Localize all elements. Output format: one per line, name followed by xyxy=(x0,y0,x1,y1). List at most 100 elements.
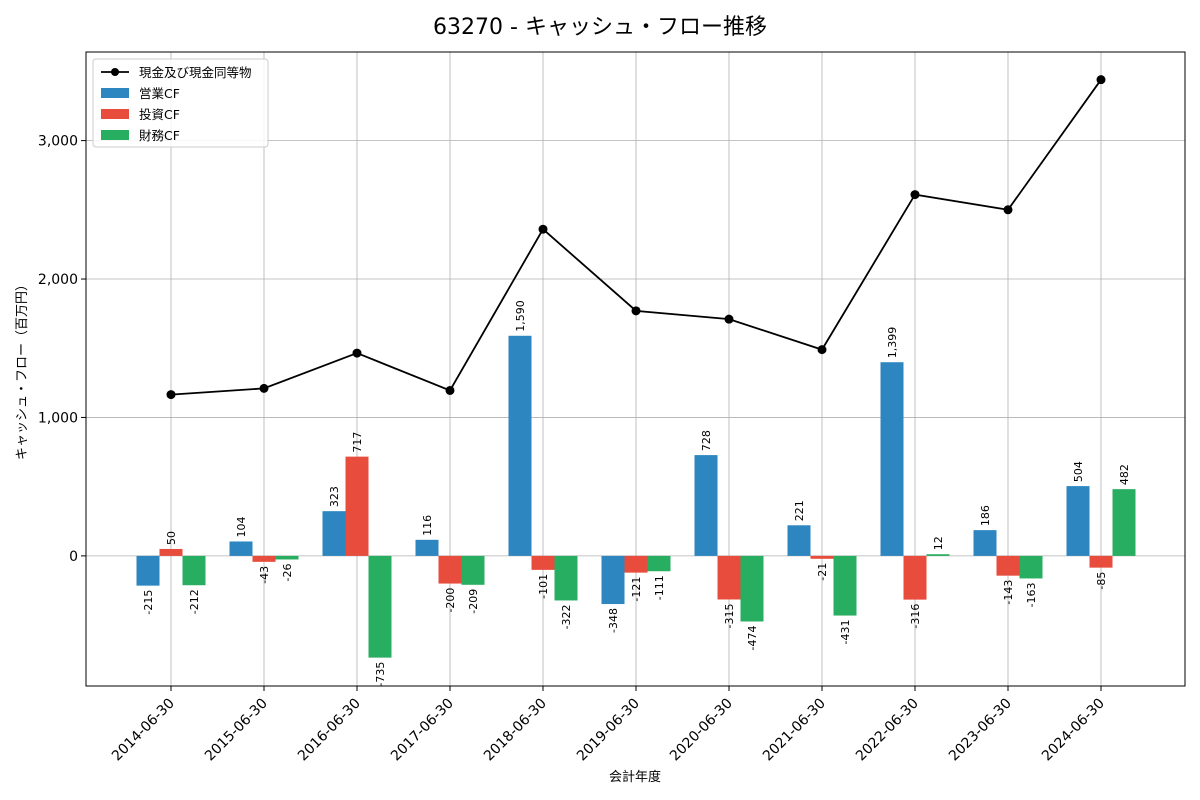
bar xyxy=(182,555,206,586)
bar xyxy=(1089,555,1113,568)
legend-marker xyxy=(111,68,119,76)
x-tick-label: 2020-06-30 xyxy=(667,696,736,765)
legend-frame xyxy=(92,58,269,148)
bar xyxy=(1066,486,1090,556)
cash-point xyxy=(445,385,455,395)
data-label: -431 xyxy=(839,620,852,645)
data-label: -200 xyxy=(444,588,457,613)
bar xyxy=(810,555,834,559)
bar xyxy=(694,455,718,556)
bar xyxy=(275,555,299,560)
data-label: -111 xyxy=(653,575,666,600)
bar xyxy=(531,555,555,570)
data-label: -26 xyxy=(281,563,294,581)
x-tick-label: 2021-06-30 xyxy=(760,696,829,765)
data-label: 221 xyxy=(793,500,806,521)
legend-bar-swatch xyxy=(101,88,129,98)
bar xyxy=(554,555,578,601)
data-label: -163 xyxy=(1025,582,1038,607)
data-label: 504 xyxy=(1072,461,1085,482)
cash-point xyxy=(1096,75,1106,85)
legend-bar-swatch xyxy=(101,109,129,119)
y-axis-label: キャッシュ・フロー（百万円） xyxy=(15,278,30,460)
x-tick-label: 2022-06-30 xyxy=(853,696,922,765)
bar xyxy=(787,525,811,556)
data-label: 1,399 xyxy=(886,327,899,359)
data-label: -315 xyxy=(723,603,736,628)
data-label: -215 xyxy=(142,590,155,615)
x-tick-label: 2023-06-30 xyxy=(946,696,1015,765)
legend-bar-swatch xyxy=(101,130,129,140)
bar xyxy=(624,555,648,573)
legend-entry: 財務CF xyxy=(139,128,180,143)
data-label: 1,590 xyxy=(514,300,527,332)
data-label: -735 xyxy=(374,662,387,687)
data-label: -316 xyxy=(909,604,922,629)
x-axis-ticks: 2014-06-30 2015-06-30 2016-06-30 2017-06-30… xyxy=(109,686,1108,764)
bar xyxy=(647,555,671,572)
data-label: -21 xyxy=(816,563,829,581)
y-tick-label: 1,000 xyxy=(38,410,78,426)
x-tick-label: 2019-06-30 xyxy=(574,696,643,765)
data-label: 482 xyxy=(1118,464,1131,485)
data-label: -348 xyxy=(607,608,620,633)
x-tick-label: 2014-06-30 xyxy=(109,696,178,765)
cash-point xyxy=(1003,205,1013,215)
bar xyxy=(438,555,462,584)
bar xyxy=(345,456,369,556)
x-tick-label: 2024-06-30 xyxy=(1039,696,1108,765)
bar xyxy=(926,554,950,556)
y-axis-ticks: 0 1,000 2,000 3,000 xyxy=(38,134,86,565)
data-label: 323 xyxy=(328,486,341,507)
cash-point xyxy=(259,383,269,393)
cash-line-series xyxy=(166,75,1106,400)
data-label: 728 xyxy=(700,430,713,451)
bar xyxy=(1112,489,1136,556)
x-tick-label: 2018-06-30 xyxy=(481,696,550,765)
bar xyxy=(368,555,392,658)
data-label: 717 xyxy=(351,432,364,453)
bar xyxy=(461,555,485,585)
bar xyxy=(740,555,764,622)
bar xyxy=(415,539,439,556)
bar xyxy=(601,555,625,605)
bar xyxy=(508,335,532,556)
y-tick-label: 0 xyxy=(69,549,78,565)
cash-point xyxy=(352,348,362,358)
data-labels: -215 104 323 116 1,590 -348 728 221 1,399 186 504 5… xyxy=(142,300,1131,686)
data-label: -474 xyxy=(746,625,759,650)
legend-entry: 営業CF xyxy=(139,86,180,101)
data-label: -121 xyxy=(630,577,643,602)
x-tick-label: 2017-06-30 xyxy=(388,696,457,765)
cash-point xyxy=(910,190,920,200)
data-label: 50 xyxy=(165,531,178,545)
bar xyxy=(159,548,183,556)
cash-point xyxy=(817,345,827,355)
data-label: 116 xyxy=(421,515,434,536)
chart-title: 63270 - キャッシュ・フロー推移 xyxy=(433,15,767,40)
cash-point xyxy=(724,314,734,324)
bar xyxy=(903,555,927,600)
data-label: -209 xyxy=(467,589,480,614)
legend-entry: 投資CF xyxy=(139,107,180,122)
bar xyxy=(229,541,253,556)
x-tick-label: 2016-06-30 xyxy=(295,696,364,765)
data-label: -143 xyxy=(1002,580,1015,605)
data-label: 104 xyxy=(235,516,248,537)
bar xyxy=(1019,555,1043,579)
y-tick-label: 2,000 xyxy=(38,272,78,288)
data-label: 12 xyxy=(932,536,945,550)
cash-point xyxy=(631,306,641,316)
bar xyxy=(973,530,997,556)
data-label: -212 xyxy=(188,589,201,614)
bar xyxy=(717,555,741,600)
bar-series-group xyxy=(136,335,1136,658)
data-label: -101 xyxy=(537,574,550,599)
cash-point xyxy=(166,390,176,400)
bar xyxy=(252,555,276,562)
data-label: -322 xyxy=(560,604,573,629)
cash-point xyxy=(538,224,548,234)
bar xyxy=(996,555,1020,576)
